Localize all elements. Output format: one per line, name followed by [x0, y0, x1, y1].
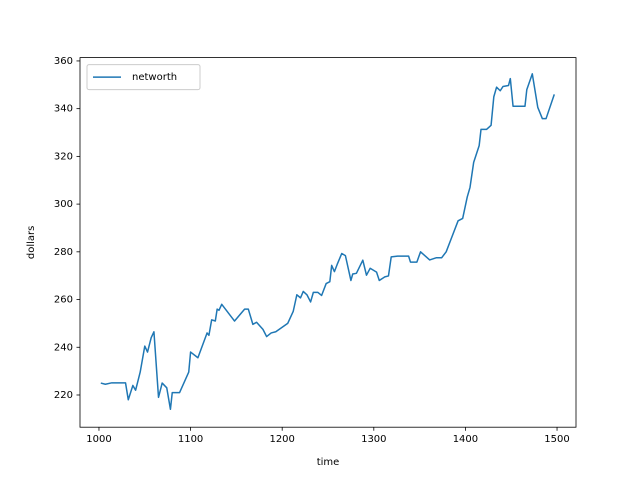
y-tick-label: 360 [54, 56, 73, 67]
x-tick-label: 1000 [86, 434, 111, 445]
line-series [100, 73, 555, 411]
x-tick-label: 1400 [453, 434, 478, 445]
y-tick-label: 300 [54, 199, 73, 210]
y-tick-label: 260 [54, 295, 73, 306]
axes-frame [79, 57, 577, 428]
legend-label: networth [132, 72, 177, 83]
y-tick-label: 280 [54, 247, 73, 258]
legend-box [86, 64, 201, 91]
y-axis-label: dollars [26, 226, 37, 259]
x-tick-label: 1200 [269, 434, 294, 445]
x-tick-label: 1500 [544, 434, 569, 445]
y-tick-label: 240 [54, 342, 73, 353]
x-tick-label: 1300 [361, 434, 386, 445]
y-tick-label: 320 [54, 151, 73, 162]
y-tick-label: 340 [54, 104, 73, 115]
y-tick-label: 220 [54, 390, 73, 401]
x-axis-label: time [317, 457, 340, 468]
x-tick-label: 1100 [178, 434, 203, 445]
